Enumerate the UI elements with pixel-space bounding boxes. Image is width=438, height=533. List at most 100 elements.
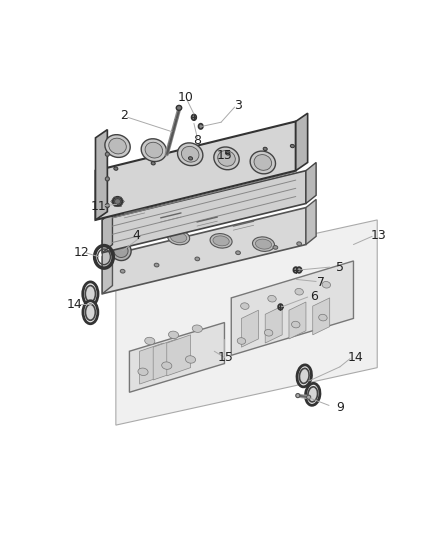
Ellipse shape: [191, 115, 196, 120]
Ellipse shape: [181, 147, 199, 162]
Ellipse shape: [290, 200, 294, 204]
Ellipse shape: [255, 239, 272, 249]
Ellipse shape: [105, 152, 110, 156]
Ellipse shape: [236, 251, 240, 255]
Polygon shape: [241, 310, 258, 347]
Ellipse shape: [223, 209, 226, 212]
Text: 6: 6: [310, 290, 318, 303]
Ellipse shape: [293, 267, 298, 273]
Polygon shape: [130, 322, 224, 392]
Ellipse shape: [128, 229, 145, 239]
Ellipse shape: [297, 365, 311, 387]
Polygon shape: [289, 302, 306, 339]
Text: 3: 3: [234, 99, 242, 111]
Text: 5: 5: [336, 261, 344, 273]
Ellipse shape: [273, 246, 278, 249]
Polygon shape: [265, 306, 282, 343]
Ellipse shape: [322, 281, 331, 288]
Ellipse shape: [250, 151, 276, 174]
Polygon shape: [102, 171, 306, 253]
Text: 13: 13: [371, 229, 387, 242]
Ellipse shape: [213, 236, 229, 246]
Ellipse shape: [240, 303, 249, 309]
Ellipse shape: [105, 177, 110, 181]
Polygon shape: [102, 212, 113, 253]
Text: 12: 12: [74, 246, 90, 259]
Ellipse shape: [297, 242, 301, 246]
Ellipse shape: [253, 237, 275, 252]
Ellipse shape: [198, 124, 203, 129]
Polygon shape: [102, 232, 113, 294]
Ellipse shape: [170, 232, 187, 243]
Ellipse shape: [319, 314, 327, 321]
Ellipse shape: [308, 387, 318, 402]
Ellipse shape: [265, 329, 273, 336]
Ellipse shape: [83, 282, 98, 306]
Ellipse shape: [305, 383, 320, 405]
Ellipse shape: [254, 155, 272, 171]
Polygon shape: [95, 130, 107, 220]
Ellipse shape: [188, 157, 193, 160]
Text: 15: 15: [216, 149, 233, 161]
Polygon shape: [313, 298, 330, 335]
Ellipse shape: [120, 269, 125, 273]
Ellipse shape: [111, 241, 131, 261]
Ellipse shape: [178, 215, 182, 219]
Ellipse shape: [125, 227, 147, 241]
Text: 9: 9: [336, 401, 344, 414]
Ellipse shape: [154, 263, 159, 267]
Polygon shape: [296, 113, 307, 171]
Ellipse shape: [151, 161, 155, 165]
Ellipse shape: [218, 150, 235, 166]
Ellipse shape: [141, 139, 166, 161]
Ellipse shape: [145, 337, 155, 345]
Ellipse shape: [114, 167, 118, 170]
Ellipse shape: [210, 233, 232, 248]
Ellipse shape: [296, 393, 300, 398]
Ellipse shape: [292, 321, 300, 328]
Ellipse shape: [237, 338, 246, 344]
Ellipse shape: [105, 204, 110, 207]
Ellipse shape: [109, 138, 126, 154]
Text: 4: 4: [132, 229, 140, 242]
Ellipse shape: [83, 301, 98, 324]
Text: 8: 8: [193, 134, 201, 147]
Ellipse shape: [162, 362, 172, 369]
Ellipse shape: [185, 356, 196, 363]
Text: 2: 2: [120, 109, 128, 122]
Text: 14: 14: [347, 351, 363, 364]
Ellipse shape: [214, 147, 239, 169]
Ellipse shape: [295, 288, 304, 295]
Ellipse shape: [176, 106, 182, 110]
Polygon shape: [153, 339, 177, 380]
Ellipse shape: [263, 204, 267, 207]
Ellipse shape: [195, 257, 200, 261]
Text: 11: 11: [91, 200, 107, 213]
Ellipse shape: [290, 144, 294, 148]
Ellipse shape: [169, 331, 179, 338]
Ellipse shape: [263, 147, 267, 151]
Polygon shape: [231, 261, 353, 356]
Ellipse shape: [138, 368, 148, 375]
Ellipse shape: [85, 304, 95, 320]
Ellipse shape: [297, 267, 301, 273]
Ellipse shape: [105, 135, 130, 157]
Polygon shape: [167, 335, 191, 376]
Polygon shape: [306, 199, 316, 245]
Text: 7: 7: [317, 276, 325, 289]
Polygon shape: [306, 163, 316, 204]
Polygon shape: [140, 343, 163, 384]
Ellipse shape: [85, 286, 95, 302]
Ellipse shape: [145, 142, 162, 158]
Polygon shape: [95, 122, 296, 220]
Text: 14: 14: [67, 297, 82, 311]
Ellipse shape: [168, 230, 190, 245]
Ellipse shape: [114, 199, 120, 204]
Ellipse shape: [268, 295, 276, 302]
Ellipse shape: [307, 395, 311, 399]
Ellipse shape: [113, 197, 122, 206]
Ellipse shape: [114, 244, 128, 257]
Polygon shape: [116, 220, 377, 425]
Ellipse shape: [278, 304, 283, 310]
Polygon shape: [102, 207, 306, 294]
